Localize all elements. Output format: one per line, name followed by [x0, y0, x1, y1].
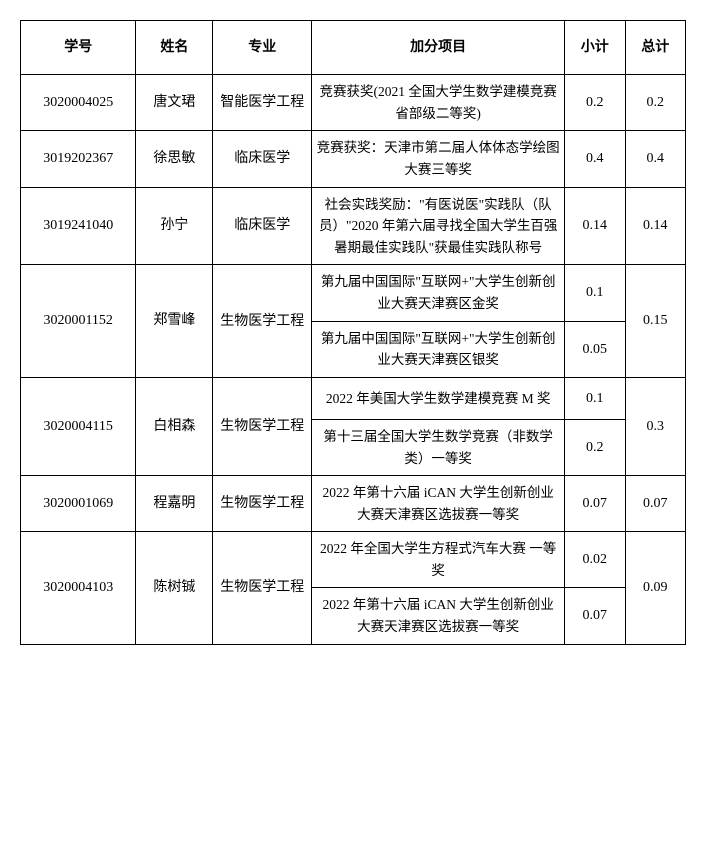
cell-total: 0.2 [625, 75, 685, 131]
cell-total: 0.14 [625, 187, 685, 265]
header-subtotal: 小计 [565, 21, 625, 75]
cell-subtotal: 0.02 [565, 532, 625, 588]
table-row: 3020004103陈树铖生物医学工程2022 年全国大学生方程式汽车大赛 一等… [21, 532, 686, 588]
cell-item: 第九届中国国际"互联网+"大学生创新创业大赛天津赛区银奖 [312, 321, 565, 377]
table-row: 3019241040孙宁临床医学社会实践奖励："有医说医"实践队（队员）"202… [21, 187, 686, 265]
header-name: 姓名 [136, 21, 213, 75]
cell-item: 2022 年全国大学生方程式汽车大赛 一等奖 [312, 532, 565, 588]
cell-total: 0.15 [625, 265, 685, 377]
cell-item: 竞赛获奖：天津市第二届人体体态学绘图大赛三等奖 [312, 131, 565, 187]
cell-subtotal: 0.07 [565, 588, 625, 644]
cell-id: 3020001152 [21, 265, 136, 377]
cell-major: 生物医学工程 [213, 532, 312, 644]
table-body: 3020004025唐文珺智能医学工程竞赛获奖(2021 全国大学生数学建模竞赛… [21, 75, 686, 644]
cell-total: 0.3 [625, 377, 685, 475]
table-row: 3020001069程嘉明生物医学工程2022 年第十六届 iCAN 大学生创新… [21, 476, 686, 532]
cell-item: 2022 年美国大学生数学建模竞赛 M 奖 [312, 377, 565, 419]
cell-item: 2022 年第十六届 iCAN 大学生创新创业大赛天津赛区选拔赛一等奖 [312, 476, 565, 532]
cell-total: 0.09 [625, 532, 685, 644]
cell-subtotal: 0.2 [565, 75, 625, 131]
cell-total: 0.07 [625, 476, 685, 532]
cell-id: 3020004103 [21, 532, 136, 644]
cell-subtotal: 0.1 [565, 377, 625, 419]
header-major: 专业 [213, 21, 312, 75]
cell-subtotal: 0.14 [565, 187, 625, 265]
cell-id: 3020004115 [21, 377, 136, 475]
cell-item: 第九届中国国际"互联网+"大学生创新创业大赛天津赛区金奖 [312, 265, 565, 321]
cell-item: 2022 年第十六届 iCAN 大学生创新创业大赛天津赛区选拔赛一等奖 [312, 588, 565, 644]
table-row: 3019202367徐思敏临床医学竞赛获奖：天津市第二届人体体态学绘图大赛三等奖… [21, 131, 686, 187]
cell-id: 3019202367 [21, 131, 136, 187]
cell-major: 生物医学工程 [213, 377, 312, 475]
cell-subtotal: 0.05 [565, 321, 625, 377]
cell-name: 程嘉明 [136, 476, 213, 532]
table-row: 3020001152郑雪峰生物医学工程第九届中国国际"互联网+"大学生创新创业大… [21, 265, 686, 321]
cell-total: 0.4 [625, 131, 685, 187]
cell-name: 陈树铖 [136, 532, 213, 644]
cell-subtotal: 0.1 [565, 265, 625, 321]
table-header-row: 学号 姓名 专业 加分项目 小计 总计 [21, 21, 686, 75]
cell-subtotal: 0.4 [565, 131, 625, 187]
cell-item: 竞赛获奖(2021 全国大学生数学建模竞赛省部级二等奖) [312, 75, 565, 131]
cell-name: 唐文珺 [136, 75, 213, 131]
cell-name: 郑雪峰 [136, 265, 213, 377]
cell-id: 3020004025 [21, 75, 136, 131]
table-row: 3020004115白相森生物医学工程2022 年美国大学生数学建模竞赛 M 奖… [21, 377, 686, 419]
cell-item: 第十三届全国大学生数学竞赛（非数学类）一等奖 [312, 419, 565, 475]
cell-major: 临床医学 [213, 131, 312, 187]
cell-id: 3020001069 [21, 476, 136, 532]
header-id: 学号 [21, 21, 136, 75]
cell-major: 生物医学工程 [213, 265, 312, 377]
cell-major: 临床医学 [213, 187, 312, 265]
cell-major: 生物医学工程 [213, 476, 312, 532]
cell-item: 社会实践奖励："有医说医"实践队（队员）"2020 年第六届寻找全国大学生百强暑… [312, 187, 565, 265]
cell-subtotal: 0.2 [565, 419, 625, 475]
cell-name: 孙宁 [136, 187, 213, 265]
table-row: 3020004025唐文珺智能医学工程竞赛获奖(2021 全国大学生数学建模竞赛… [21, 75, 686, 131]
cell-name: 白相森 [136, 377, 213, 475]
header-total: 总计 [625, 21, 685, 75]
cell-id: 3019241040 [21, 187, 136, 265]
cell-subtotal: 0.07 [565, 476, 625, 532]
header-item: 加分项目 [312, 21, 565, 75]
cell-major: 智能医学工程 [213, 75, 312, 131]
cell-name: 徐思敏 [136, 131, 213, 187]
bonus-points-table: 学号 姓名 专业 加分项目 小计 总计 3020004025唐文珺智能医学工程竞… [20, 20, 686, 645]
